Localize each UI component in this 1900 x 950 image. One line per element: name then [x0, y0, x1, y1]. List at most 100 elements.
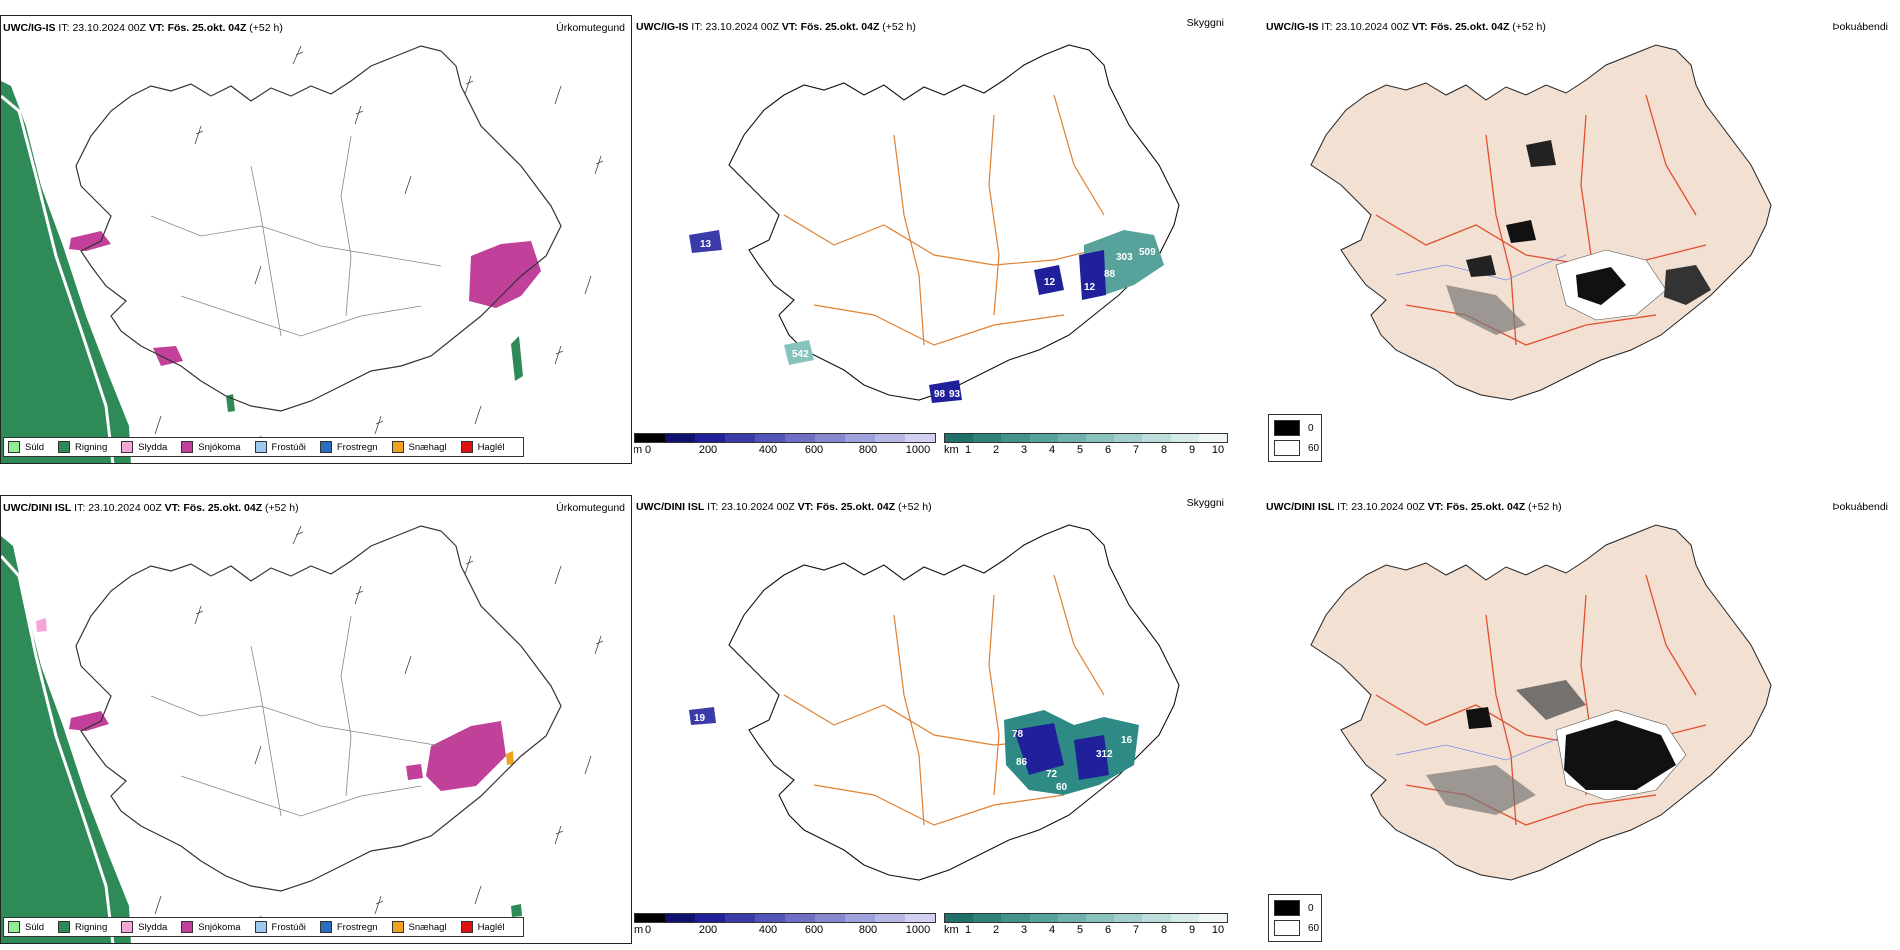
colorbar-tick: 7 — [1132, 924, 1140, 936]
precip-map-top — [1, 45, 604, 463]
precip-type-panel-top: UWC/IG-IS IT: 23.10.2024 00Z VT: Fös. 25… — [0, 15, 632, 464]
precip-map-bottom — [1, 525, 604, 943]
cloud-label: 19 — [694, 713, 706, 724]
legend-item-sudl: Súld — [8, 921, 44, 933]
legend-swatch — [391, 441, 404, 453]
visibility-colorbar: km 1 2 3 4 5 6 7 8 9 10 — [944, 913, 1228, 938]
panel-header: UWC/IG-IS IT: 23.10.2024 00Z VT: Fös. 25… — [3, 22, 283, 34]
legend-swatch — [121, 921, 134, 933]
lead-time: (+52 h) — [265, 502, 299, 514]
fog-legend-row: 0 — [1274, 900, 1314, 916]
colorbar-tick: 200 — [698, 444, 718, 456]
vt-label: VT: — [148, 22, 165, 34]
colorbar-tick: 5 — [1076, 444, 1084, 456]
cloud-label: 312 — [1096, 749, 1113, 760]
precip-legend: Súld Rigning Slydda Snjókoma Frostúði Fr… — [3, 437, 524, 457]
colorbar-tick: 1000 — [905, 444, 931, 456]
colorbar-tick: 800 — [858, 444, 878, 456]
fog-legend-row: 60 — [1274, 440, 1319, 456]
panel-title: Skyggni — [1186, 17, 1224, 29]
lead-time: (+52 h) — [249, 22, 283, 34]
cloud-label: 542 — [792, 349, 809, 360]
colorbar-tick: 600 — [804, 444, 824, 456]
colorbar-tick: 10 — [1211, 924, 1225, 936]
vt-value: Fös. 25.okt. 04Z — [800, 21, 880, 33]
fog-legend-bottom: 0 60 — [1268, 894, 1322, 942]
cloud-label: 72 — [1046, 769, 1058, 780]
vt-value: Fös. 25.okt. 04Z — [183, 502, 263, 514]
it-label: IT: — [707, 501, 719, 513]
legend-swatch — [58, 441, 71, 453]
it-value: 23.10.2024 00Z — [1335, 21, 1409, 33]
legend-label: Haglél — [477, 441, 505, 453]
vt-value: Fös. 25.okt. 04Z — [816, 501, 896, 513]
colorbar-tick: 5 — [1076, 924, 1084, 936]
model-name: UWC/DINI ISL — [636, 501, 705, 513]
panel-title: Þokuábendi — [1832, 501, 1888, 513]
colorbar-tick: 200 — [698, 924, 718, 936]
panel-header: UWC/DINI ISL IT: 23.10.2024 00Z VT: Fös.… — [636, 501, 932, 513]
colorbar-tick: 6 — [1104, 924, 1112, 936]
cloud-label: 16 — [1121, 735, 1133, 746]
legend-swatch — [460, 441, 473, 453]
panel-title: Þokuábendi — [1832, 21, 1888, 33]
cloud-label: 96 — [1092, 297, 1104, 308]
legend-item-slydda: Slydda — [121, 441, 167, 453]
visibility-map-bottom: 19 78 86 72 312 16 60 — [689, 524, 1180, 881]
legend-label: Snæhagl — [408, 921, 447, 933]
vt-value: Fös. 25.okt. 04Z — [1430, 21, 1510, 33]
fog-legend-top: 0 60 — [1268, 414, 1322, 462]
vt-value: Fös. 25.okt. 04Z — [167, 22, 247, 34]
cloud-label: 93 — [949, 389, 961, 400]
legend-label: Frostregn — [336, 921, 378, 933]
legend-label: Rigning — [75, 921, 108, 933]
cloud-label: 60 — [1056, 782, 1068, 793]
colorbar-tick: 1000 — [905, 924, 931, 936]
legend-swatch — [1274, 440, 1300, 456]
colorbar-tick: 2 — [992, 444, 1000, 456]
colorbar-tick: 8 — [1160, 924, 1168, 936]
panel-header: UWC/IG-IS IT: 23.10.2024 00Z VT: Fös. 25… — [636, 21, 916, 33]
panel-header: UWC/DINI ISL IT: 23.10.2024 00Z VT: Fös.… — [3, 502, 299, 514]
legend-swatch — [319, 441, 332, 453]
lead-time: (+52 h) — [1528, 501, 1562, 513]
cloud-label: 13 — [700, 239, 712, 250]
legend-item-sudl: Súld — [8, 441, 44, 453]
lead-time: (+52 h) — [882, 21, 916, 33]
model-name: UWC/IG-IS — [636, 21, 689, 33]
legend-label: Frostúði — [271, 921, 306, 933]
colorbar-tick: 9 — [1188, 444, 1196, 456]
it-label: IT: — [1321, 21, 1333, 33]
legend-item-haglel: Haglél — [460, 921, 505, 933]
colorbar-unit: km — [944, 924, 959, 936]
legend-item-snjokoma: Snjókoma — [181, 441, 241, 453]
legend-item-snaehagl: Snæhagl — [391, 921, 447, 933]
legend-label: 0 — [1308, 902, 1314, 914]
cloud-label: 78 — [1012, 729, 1024, 740]
vt-label: VT: — [1411, 21, 1428, 33]
legend-label: Súld — [25, 441, 45, 453]
colorbar-tick: 400 — [758, 444, 778, 456]
cloud-base-colorbar: m 0 200 400 600 800 1000 — [634, 913, 936, 938]
colorbar-tick: 1 — [964, 924, 972, 936]
colorbar-tick: 0 — [644, 444, 652, 456]
colorbar-tick: 3 — [1020, 444, 1028, 456]
legend-label: Haglél — [477, 921, 505, 933]
legend-item-frostregn: Frostregn — [319, 921, 378, 933]
legend-label: 60 — [1308, 442, 1320, 454]
legend-label: Snjókoma — [198, 921, 241, 933]
legend-item-snaehagl: Snæhagl — [391, 441, 447, 453]
colorbar-tick: 7 — [1132, 444, 1140, 456]
legend-item-rigning: Rigning — [58, 921, 107, 933]
legend-swatch — [181, 921, 194, 933]
fog-map-top — [1310, 44, 1772, 401]
legend-swatch — [254, 921, 267, 933]
cloud-label: 88 — [1104, 269, 1116, 280]
colorbar-tick: 9 — [1188, 924, 1196, 936]
legend-swatch — [8, 441, 20, 453]
panel-header: UWC/IG-IS IT: 23.10.2024 00Z VT: Fös. 25… — [1266, 21, 1546, 33]
precip-legend: Súld Rigning Slydda Snjókoma Frostúði Fr… — [3, 917, 524, 937]
fog-panel-top: Þokuábendi — [1266, 15, 1900, 464]
legend-item-haglel: Haglél — [460, 441, 505, 453]
colorbar-tick: 800 — [858, 924, 878, 936]
